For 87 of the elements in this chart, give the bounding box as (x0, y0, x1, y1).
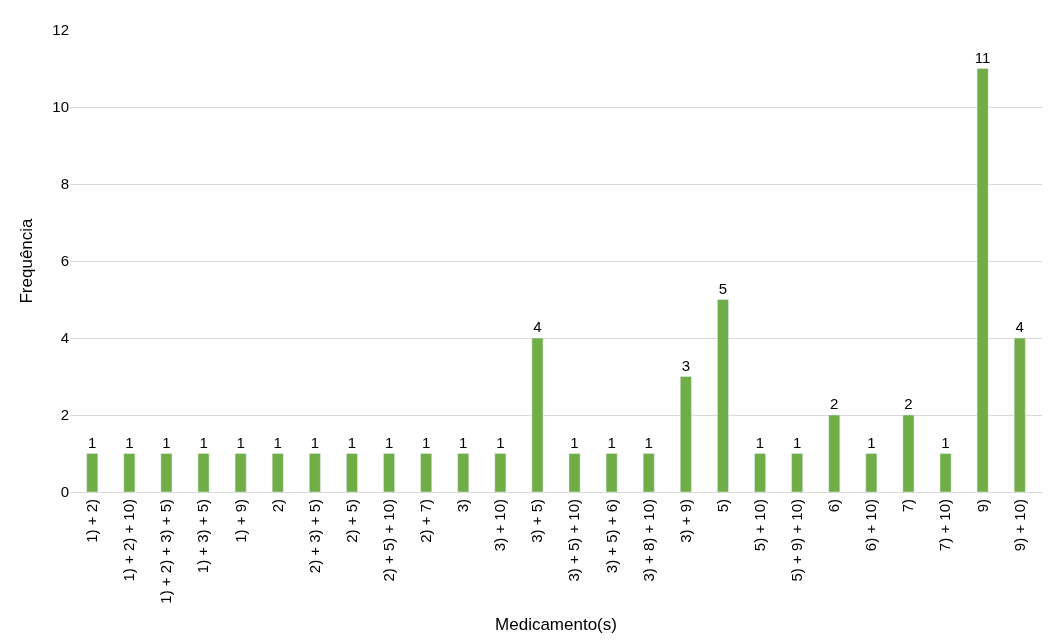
x-tick-label: 1) + 3) + 5) (194, 499, 212, 574)
x-tick-label: 3) + 9) (676, 499, 694, 543)
data-label: 11 (974, 48, 991, 66)
x-tick-label: 9) + 10) (1010, 499, 1028, 552)
bar (383, 453, 395, 492)
bar (939, 453, 952, 492)
x-tick-label: 3) + 5) + 6) (602, 499, 620, 574)
data-label: 1 (867, 433, 876, 451)
x-tick-label: 2) + 3) + 5) (305, 499, 323, 574)
x-tick-label: 2) + 7) (417, 499, 435, 543)
data-label: 1 (792, 433, 802, 451)
data-label: 1 (607, 433, 616, 451)
x-tick-label: 6) (825, 499, 843, 513)
bar (642, 453, 655, 492)
x-tick-label: 3) + 8) + 10) (639, 499, 657, 582)
y-tick-label: 2 (60, 406, 69, 424)
bar (754, 453, 766, 492)
x-tick-label: 7) (899, 499, 917, 513)
data-label: 1 (459, 433, 468, 451)
bar (902, 414, 915, 492)
x-tick-label: 3) + 10) (491, 499, 509, 552)
bar (717, 299, 729, 492)
data-label: 1 (88, 433, 97, 451)
bar (197, 453, 210, 492)
data-label: 3 (681, 356, 691, 374)
data-label: 1 (199, 433, 208, 451)
bar (494, 453, 507, 492)
bar (976, 68, 989, 492)
x-axis-title: Medicamento(s) (495, 615, 617, 635)
bar (234, 453, 247, 492)
data-label: 1 (941, 433, 950, 451)
bar (568, 453, 581, 492)
x-tick-label: 5) + 10) (750, 499, 768, 552)
x-tick-label: 7) + 10) (936, 499, 954, 552)
bar (271, 453, 284, 492)
bar (346, 453, 358, 492)
x-tick-label: 3) (454, 499, 472, 513)
x-tick-label: 2) + 5) + 10) (379, 499, 397, 582)
data-label: 1 (384, 433, 394, 451)
data-label: 1 (125, 433, 134, 451)
bar (865, 453, 878, 492)
y-tick-label: 10 (52, 98, 69, 116)
x-tick-label: 1) + 9) (231, 499, 249, 543)
x-tick-label: 5) + 9) + 10) (788, 499, 806, 582)
x-tick-label: 3) + 5) (528, 499, 546, 543)
y-tick-label: 12 (52, 21, 69, 39)
data-label: 5 (718, 279, 728, 297)
y-tick-label: 0 (60, 483, 69, 501)
data-label: 4 (533, 318, 542, 335)
bar (680, 376, 692, 492)
bar (457, 453, 470, 492)
x-tick-label: 5) (713, 499, 731, 513)
y-tick-label: 6 (60, 252, 69, 270)
x-tick-label: 1) + 2) (83, 499, 101, 543)
data-label: 1 (570, 433, 579, 451)
bar (791, 453, 803, 492)
bar (86, 453, 99, 492)
x-tick-label: 1) + 2) + 3) + 5) (157, 499, 175, 604)
data-label: 1 (755, 433, 765, 451)
data-label: 1 (496, 433, 505, 451)
bar (309, 453, 321, 492)
bar (531, 337, 544, 492)
data-label: 1 (347, 433, 357, 451)
data-label: 2 (904, 395, 913, 412)
bar (123, 453, 136, 492)
bar (605, 453, 618, 492)
data-label: 4 (1015, 318, 1024, 335)
x-tick-label: 2) (268, 499, 286, 513)
x-tick-label: 1) + 2) + 10) (120, 499, 138, 582)
bar (1013, 337, 1026, 492)
data-label: 2 (830, 395, 839, 412)
bar (420, 453, 432, 492)
bar (828, 414, 841, 492)
data-label: 1 (273, 433, 282, 451)
data-label: 1 (644, 433, 653, 451)
x-tick-label: 3) + 5) + 10) (565, 499, 583, 582)
data-label: 1 (236, 433, 245, 451)
x-tick-label: 6) + 10) (862, 499, 880, 552)
data-label: 1 (310, 433, 320, 451)
bar (160, 453, 173, 492)
y-tick-label: 8 (60, 175, 69, 193)
y-axis-title: Frequência (16, 217, 36, 304)
x-tick-label: 9) (973, 499, 991, 513)
data-label: 1 (162, 433, 171, 451)
y-tick-label: 4 (60, 329, 69, 347)
data-label: 1 (421, 433, 431, 451)
x-tick-label: 2) + 5) (342, 499, 360, 543)
